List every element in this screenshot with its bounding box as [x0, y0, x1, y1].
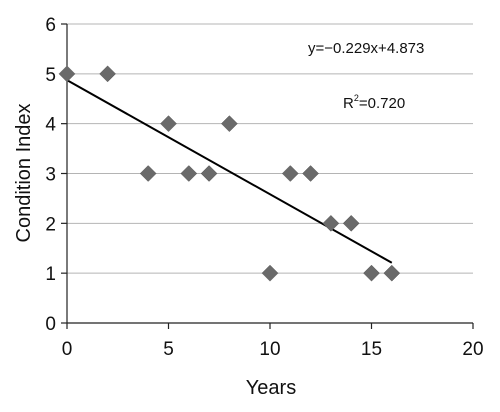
data-point-8 [281, 165, 299, 182]
y-tick-label-2: 2 [45, 214, 56, 235]
data-point-6 [221, 115, 238, 133]
data-points [58, 65, 401, 282]
y-tick-label-6: 6 [45, 15, 56, 36]
data-point-2 [139, 165, 157, 182]
data-point-11 [342, 214, 360, 232]
x-tick-label-15: 15 [361, 339, 382, 360]
r-squared-label: R2=0.720 [343, 93, 405, 112]
data-point-3 [160, 115, 177, 133]
data-point-7 [261, 264, 279, 282]
trendline [66, 79, 393, 264]
x-tick-label-5: 5 [163, 339, 174, 360]
y-tick-label-5: 5 [45, 65, 56, 86]
y-tick-label-3: 3 [45, 165, 56, 186]
data-point-12 [363, 264, 380, 282]
y-axis-ticks: 0 1 2 3 4 5 6 [45, 15, 67, 335]
x-tick-label-0: 0 [62, 339, 73, 360]
y-axis-title: Condition Index [13, 104, 35, 243]
data-point-5 [200, 165, 218, 182]
data-point-9 [302, 165, 319, 182]
data-point-0 [58, 65, 76, 83]
x-tick-label-10: 10 [259, 339, 280, 360]
x-axis-ticks: 0 5 10 15 20 [62, 323, 484, 360]
trend-equation: y=−0.229x+4.873 [308, 40, 424, 57]
data-point-1 [99, 65, 116, 83]
y-tick-label-0: 0 [45, 314, 56, 335]
x-tick-label-20: 20 [462, 339, 483, 360]
x-axis-title: Years [246, 377, 296, 399]
data-point-10 [322, 214, 340, 232]
data-point-4 [180, 165, 198, 182]
grid-lines [67, 23, 473, 274]
y-tick-label-4: 4 [45, 115, 56, 136]
data-point-13 [383, 264, 401, 282]
y-tick-label-1: 1 [45, 264, 56, 285]
